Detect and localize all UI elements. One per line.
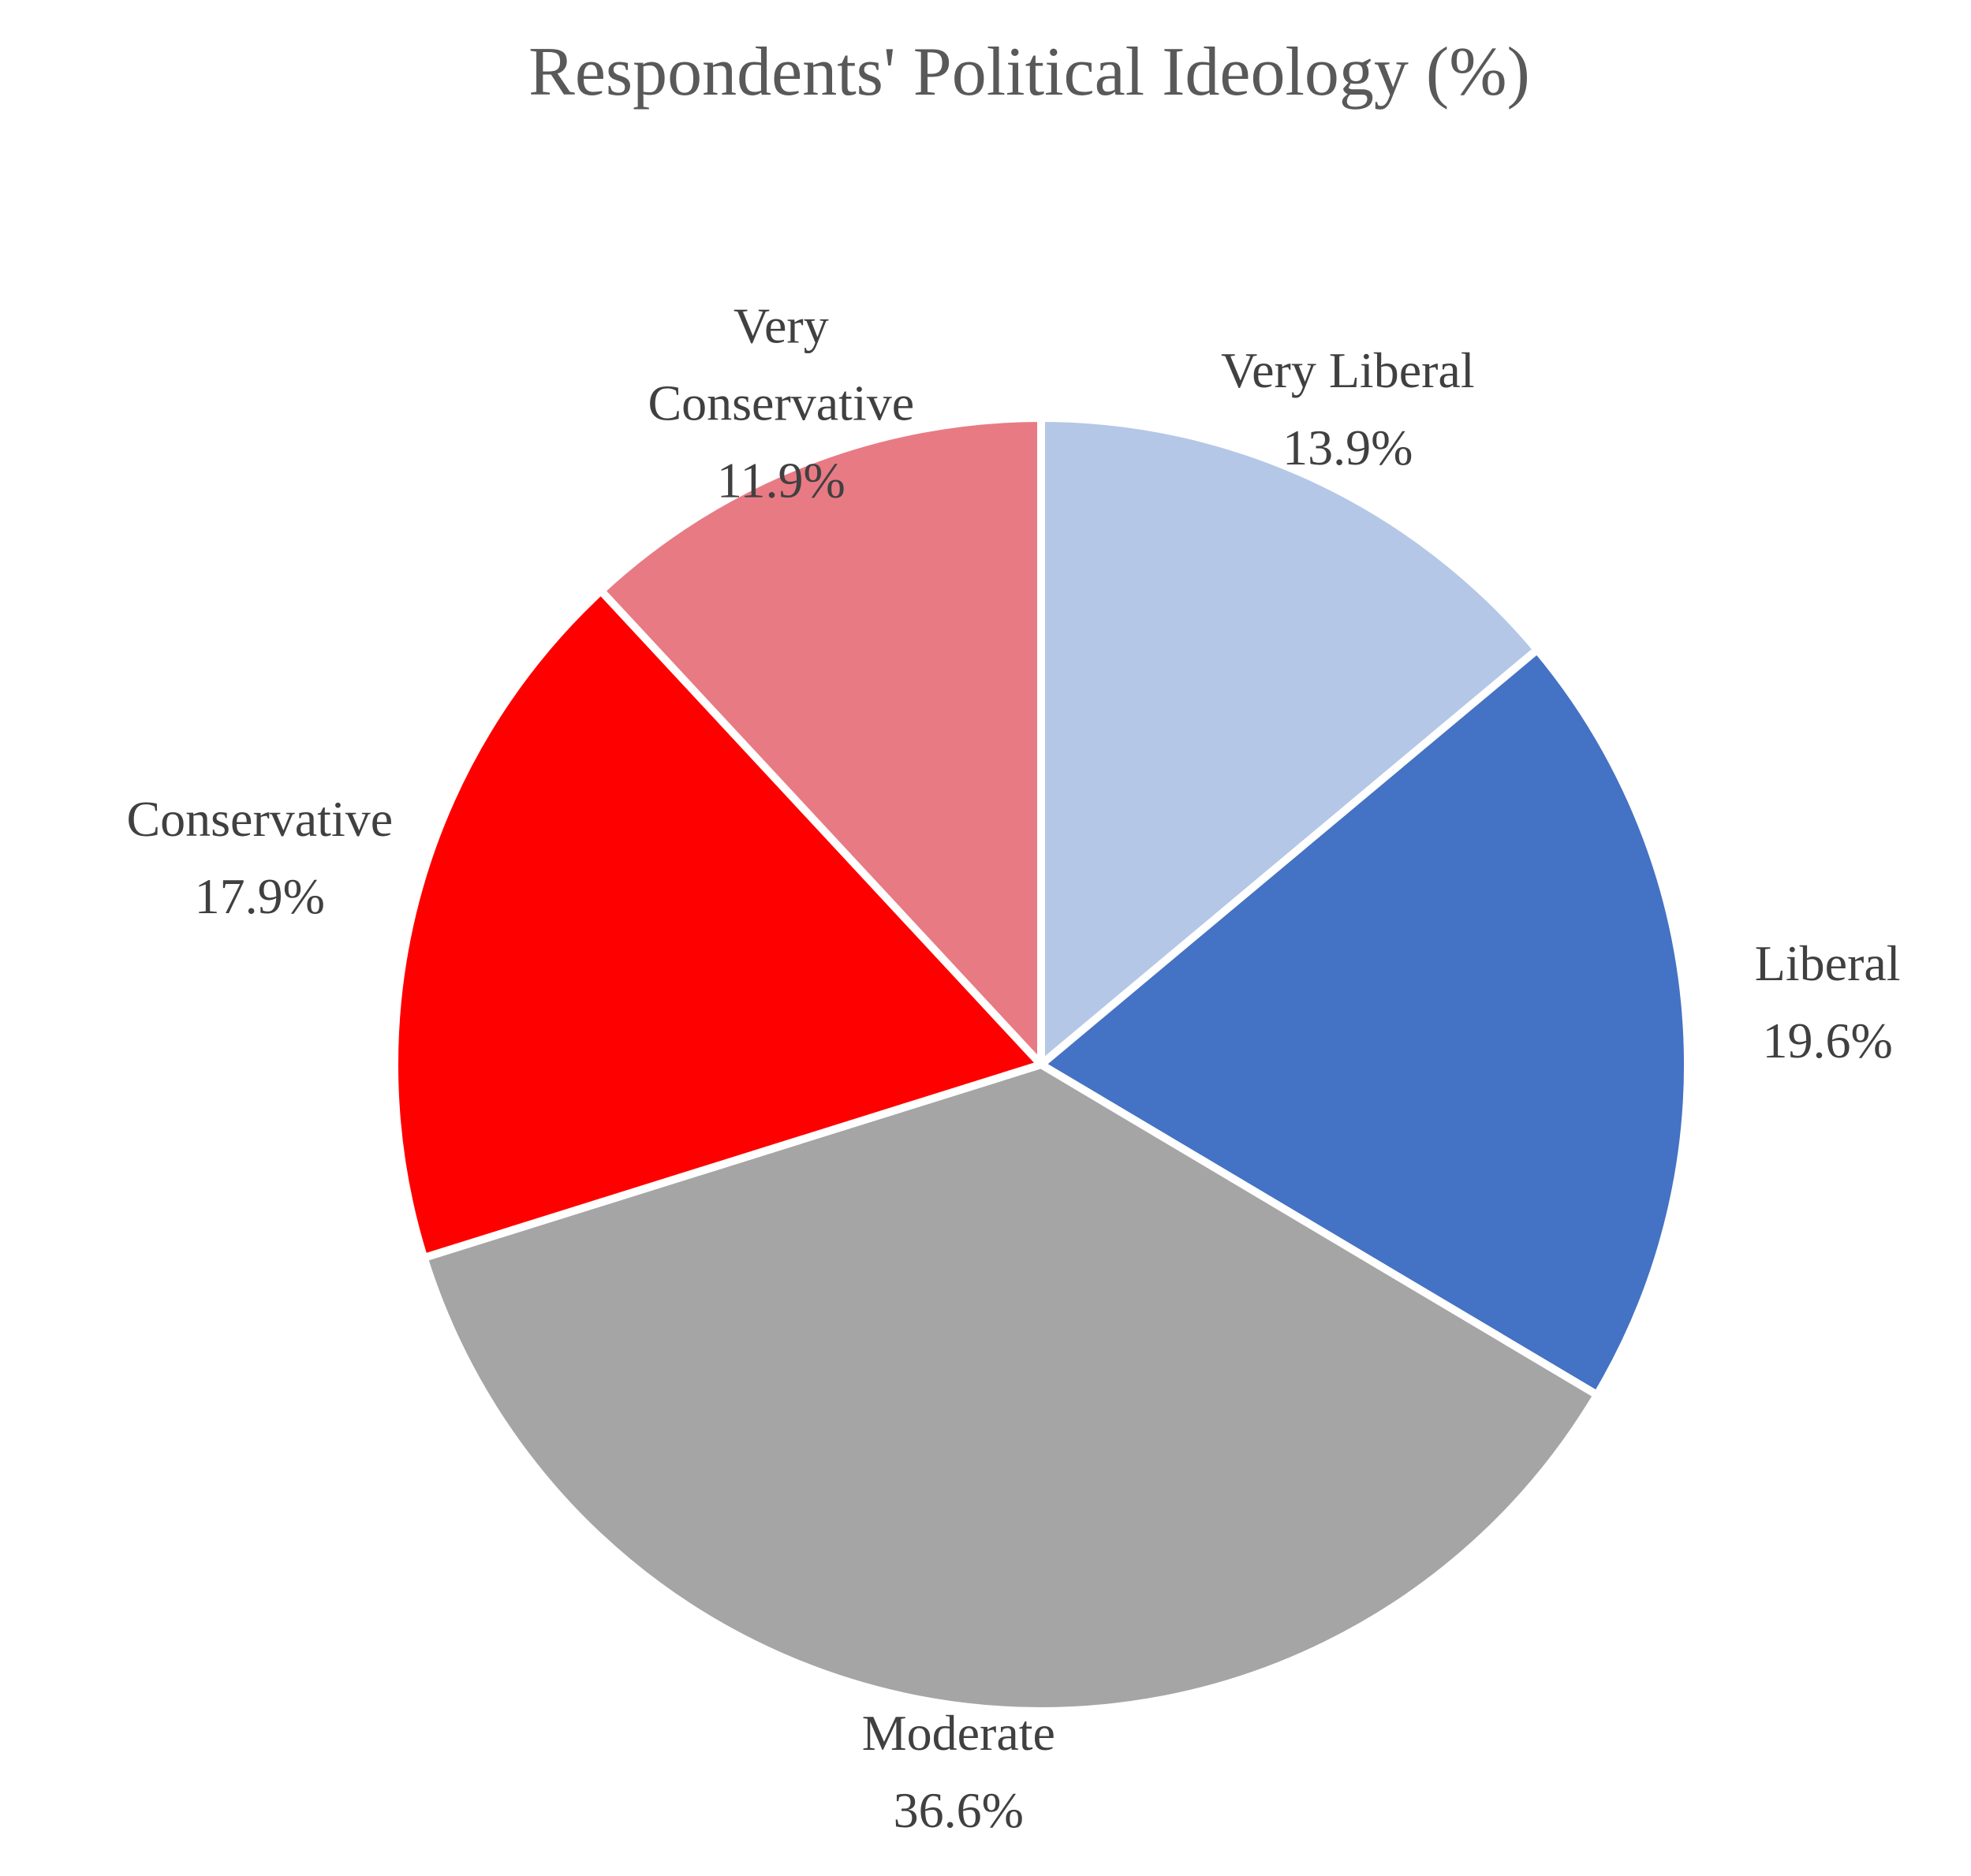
slice-category-label: Conservative	[648, 375, 914, 431]
slice-value-label: 17.9%	[195, 868, 325, 924]
slice-category-label: Moderate	[862, 1705, 1055, 1761]
pie-slice-moderate	[420, 1061, 1601, 1716]
pie-label-conservative: Conservative 17.9%	[126, 791, 393, 924]
chart-title: Respondents' Political Ideology (%)	[528, 34, 1530, 110]
pie-slice-very-conservative	[596, 414, 1045, 1069]
slice-value-label: 13.9%	[1282, 420, 1413, 476]
pie-labels: Very Liberal 13.9% Liberal 19.6% Moderate 36.…	[126, 297, 1900, 1837]
slice-category-label: Very	[734, 297, 829, 353]
slice-value-label: 36.6%	[894, 1782, 1024, 1838]
slice-value-label: 19.6%	[1763, 1013, 1893, 1069]
slice-value-label: 11.9%	[717, 452, 846, 508]
pie-label-liberal: Liberal 19.6%	[1755, 935, 1901, 1069]
pie-slices	[390, 414, 1692, 1716]
pie-slice-very-liberal	[1037, 414, 1541, 1069]
slice-category-label: Liberal	[1755, 935, 1901, 991]
pie-slice-conservative	[390, 587, 1045, 1262]
pie-label-moderate: Moderate 36.6%	[862, 1705, 1055, 1838]
slice-category-label: Very Liberal	[1221, 342, 1475, 398]
pie-label-very-liberal: Very Liberal 13.9%	[1221, 342, 1475, 476]
pie-slice-liberal	[1037, 645, 1692, 1399]
pie-label-very-conservative: Very Conservative 11.9%	[648, 297, 914, 508]
slice-category-label: Conservative	[126, 791, 393, 847]
